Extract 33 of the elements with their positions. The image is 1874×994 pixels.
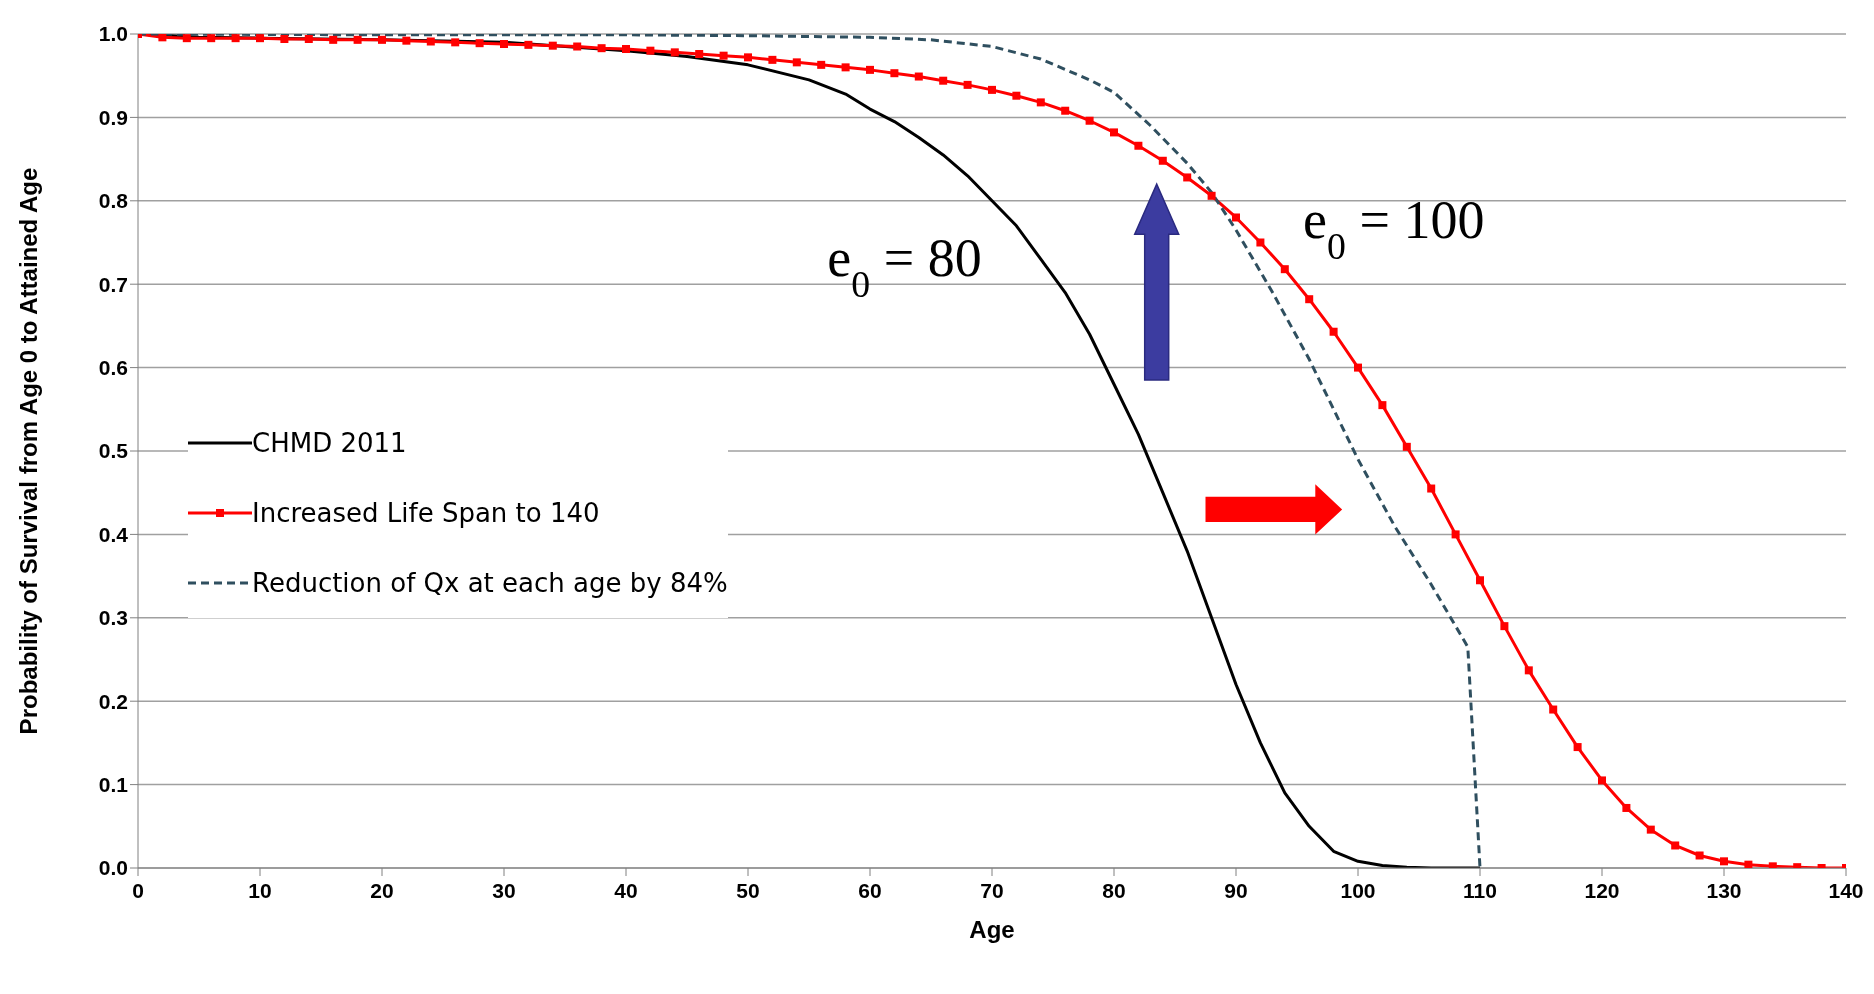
annotation: e$_{0}$ = 100 [1303,190,1485,268]
x-tick-label: 130 [1706,879,1742,902]
x-axis-title: Age [969,916,1015,943]
x-tick-label: 30 [492,879,516,902]
x-tick-label: 140 [1828,879,1864,902]
annotation: e$_{0}$ = 80 [827,227,982,305]
x-tick-label: 60 [858,879,882,902]
x-tick-label: 90 [1224,879,1248,902]
y-tick-label: 0.6 [98,356,128,380]
y-tick-label: 0.1 [98,773,129,797]
x-tick-label: 80 [1102,879,1126,902]
x-tick-label: 10 [248,879,272,902]
x-tick-label: 0 [132,879,144,902]
legend-label: Reduction of Qx at each age by 84% [252,568,728,598]
y-tick-label: 0.8 [98,189,129,213]
x-tick-label: 50 [736,879,760,902]
y-tick-label: 0.9 [98,105,128,129]
x-tick-label: 70 [980,879,1004,902]
x-tick-label: 100 [1340,879,1376,902]
y-tick-label: 1.0 [98,22,128,46]
y-tick-label: 0.2 [98,689,128,713]
y-axis-title: Probability of Survival from Age 0 to Attained Age [14,167,42,735]
x-tick-label: 110 [1463,879,1497,902]
legend-label: Increased Life Span to 140 [252,498,600,528]
x-tick-label: 20 [370,879,394,902]
y-tick-label: 0.0 [98,856,128,880]
x-tick-label: 40 [614,879,638,902]
y-tick-label: 0.4 [98,522,129,546]
y-tick-label: 0.5 [98,439,129,463]
x-tick-label: 120 [1584,879,1620,902]
y-tick-label: 0.3 [98,606,128,630]
legend-label: CHMD 2011 [252,428,407,458]
y-tick-label: 0.7 [98,272,128,296]
